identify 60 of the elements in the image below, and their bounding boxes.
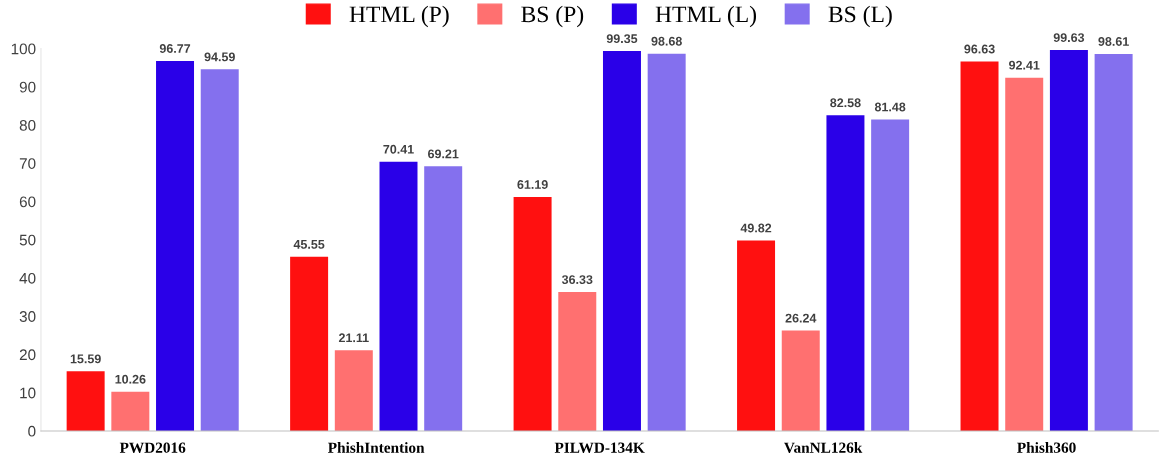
- legend-label: HTML (P): [349, 5, 449, 28]
- y-tick-label: 80: [19, 119, 36, 131]
- data-label: 21.11: [338, 333, 369, 343]
- y-tick-label: 10: [20, 387, 36, 399]
- bar: [960, 61, 999, 431]
- x-tick-label: VanNL126k: [784, 442, 863, 453]
- data-label: 45.55: [293, 240, 325, 249]
- y-tick-label: 50: [19, 234, 36, 246]
- legend-label: BS (P): [521, 5, 584, 28]
- data-label: 69.21: [428, 149, 459, 159]
- bar: [647, 53, 686, 431]
- bar: [871, 119, 910, 431]
- bar: [1049, 50, 1088, 431]
- data-label: 10.26: [115, 374, 146, 384]
- data-label: 49.82: [740, 223, 772, 233]
- bar: [424, 166, 463, 431]
- data-label: 81.48: [874, 102, 906, 112]
- bar: [1094, 53, 1133, 431]
- bar: [66, 371, 105, 431]
- bar: [111, 391, 150, 431]
- y-tick-label: 90: [19, 81, 36, 93]
- bar: [334, 350, 373, 431]
- y-tick-label: 30: [19, 311, 36, 322]
- y-tick-label: 60: [19, 196, 36, 208]
- data-label: 92.41: [1009, 60, 1040, 70]
- bar: [290, 256, 329, 431]
- legend-label: HTML (L): [655, 5, 757, 28]
- y-tick-label: 20: [19, 349, 36, 361]
- data-label: 98.68: [651, 36, 682, 46]
- bar: [602, 51, 641, 431]
- bar: [156, 60, 195, 431]
- bar: [826, 115, 865, 431]
- y-tick-label: 100: [11, 43, 36, 55]
- data-label: 15.59: [70, 354, 101, 364]
- data-label: 70.41: [383, 144, 414, 154]
- x-tick-label: PhishIntention: [328, 442, 425, 453]
- bar: [781, 330, 820, 431]
- y-tick-label: 0: [28, 425, 36, 437]
- x-tick-label: PWD2016: [119, 442, 186, 453]
- data-label: 61.19: [517, 180, 548, 189]
- x-tick-label: Phish360: [1017, 442, 1076, 453]
- data-label: 96.77: [159, 44, 191, 53]
- legend-label: BS (L): [828, 5, 892, 28]
- data-label: 36.33: [561, 275, 593, 285]
- bar: [200, 69, 239, 431]
- x-tick-label: PILWD-134K: [554, 442, 645, 453]
- y-tick-label: 70: [19, 158, 36, 169]
- bar: [1005, 77, 1044, 431]
- data-label: 99.63: [1053, 33, 1085, 43]
- bar: [513, 196, 552, 431]
- bar: [558, 292, 597, 431]
- bar: [379, 161, 418, 431]
- data-label: 82.58: [830, 98, 861, 108]
- y-tick-label: 40: [19, 272, 36, 284]
- data-label: 26.24: [785, 313, 817, 323]
- data-label: 98.61: [1098, 37, 1129, 46]
- data-label: 99.35: [606, 34, 638, 44]
- bar: [737, 240, 776, 431]
- data-label: 96.63: [964, 44, 995, 54]
- data-label: 94.59: [204, 52, 235, 62]
